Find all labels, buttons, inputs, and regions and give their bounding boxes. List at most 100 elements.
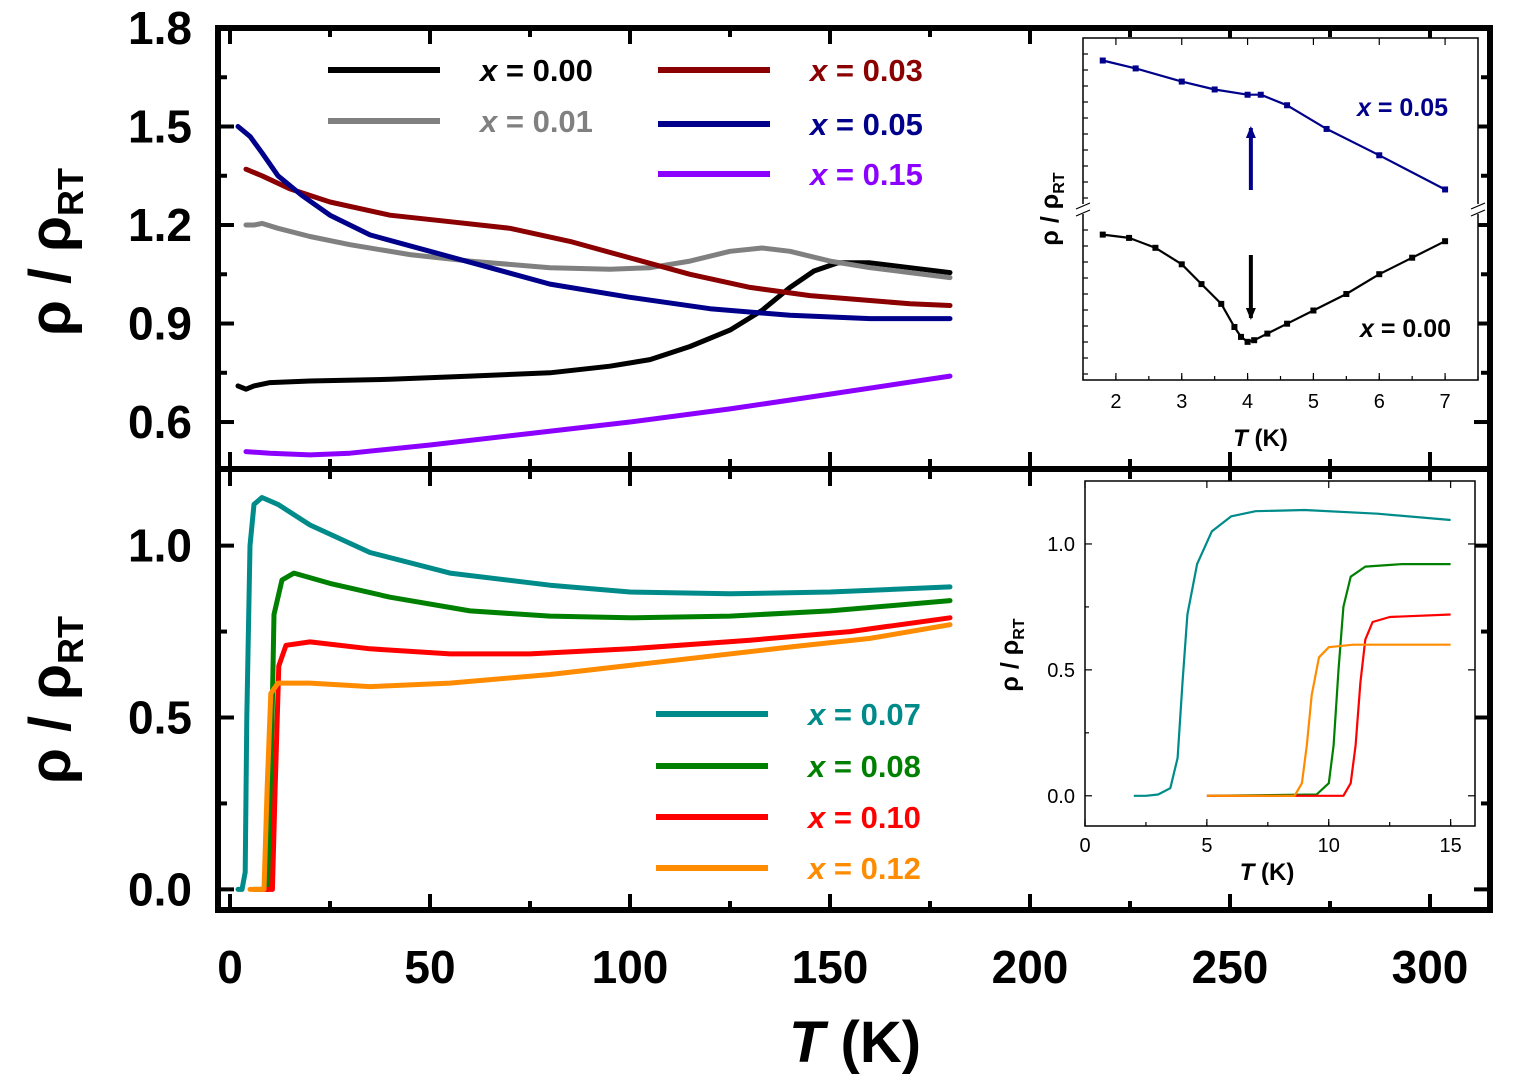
inset-x-tick-label: 7 [1440,391,1451,413]
inset-marker [1152,244,1159,251]
inset-x-tick-label: 5 [1201,835,1212,857]
x-tick-label: 0 [217,941,243,993]
xlabel-unit: (K) [1248,425,1288,452]
legend-value: = 0.01 [497,104,593,139]
x-tick-label: 250 [1192,941,1269,993]
inset-marker [1178,261,1185,268]
inset-x-tick-label: 2 [1110,391,1121,413]
inset-frame [1084,480,1476,827]
legend-value: = 0.05 [827,107,923,142]
inset-marker [1231,324,1238,330]
inset-marker [1132,65,1139,72]
transition-arrowhead [1245,308,1256,320]
inset-marker [1284,320,1291,327]
legend-variable: x [808,53,829,88]
inset-marker [1244,338,1251,345]
inset-y-axis-label: ρ / ρRT [996,618,1028,691]
transition-arrowhead [1245,126,1256,138]
inset-marker [1442,238,1449,245]
legend-label: x = 0.15 [808,157,923,192]
legend-variable: x [808,107,829,142]
inset-marker [1409,254,1416,261]
inset-y-tick-label: 0.5 [1047,660,1075,682]
inset-marker [1257,91,1264,98]
inset-marker [1264,330,1271,337]
inset-marker [1343,291,1350,297]
x-axis-label: T (K) [789,1010,921,1075]
legend-variable: x [806,851,827,886]
legend-value: = 0.10 [825,800,921,835]
inset-x-tick-label: 5 [1308,391,1319,413]
x-tick-label: 100 [592,941,669,993]
y-tick-label: 0.6 [128,396,192,448]
axis-break-gap-right [1473,204,1483,214]
y-tick-label: 1.2 [128,199,192,251]
series-line-015 [243,373,953,458]
xlabel-variable: T [1233,425,1250,452]
inset-marker [1310,307,1317,314]
inset-series-010 [1206,613,1451,797]
inset-x-tick-label: 15 [1440,835,1462,857]
series-line-012 [247,622,953,892]
inset-x-axis-label: T (K) [1240,859,1295,886]
axis-break-gap-left [1078,204,1088,214]
legend-variable: x [808,157,829,192]
x-tick-label: 150 [792,941,869,993]
y-tick-label: 1.0 [128,520,192,572]
inset-marker [1376,271,1383,278]
series-line-008 [251,570,953,892]
axis-break-mark [1075,209,1091,217]
inset-background [1085,481,1475,826]
inset-marker [1099,231,1106,238]
series-line-000 [235,260,953,392]
legend-value: = 0.03 [827,53,923,88]
legend-label: x = 0.10 [806,800,921,835]
legend-value: = 0.12 [825,851,921,886]
legend-variable: x [806,697,827,732]
inset-x-tick-label: 0 [1079,835,1090,857]
legend-variable: x [1355,94,1372,122]
inset-x-tick-label: 6 [1374,391,1385,413]
inset-marker [1284,102,1291,109]
y-tick-label: 1.5 [128,101,192,153]
inset-marker [1244,91,1251,98]
top-y-axis-label: ρ / ρRT [18,168,91,336]
ylabel-main: ρ / ρ [1036,194,1064,246]
xlabel-variable: T [1240,859,1257,886]
inset-series-005 [1102,59,1446,191]
inset-label: x = 0.05 [1355,94,1448,122]
series-line-005 [235,124,953,322]
x-tick-label: 200 [992,941,1069,993]
legend-label: x = 0.08 [806,749,921,784]
inset-x-tick-label: 10 [1318,835,1340,857]
axis-break-mark [1470,202,1486,210]
legend-variable: x [478,53,499,88]
ylabel-subscript: RT [1011,618,1028,640]
legend-variable: x [1358,315,1375,343]
inset-marker [1126,234,1133,241]
inset-marker [1178,78,1185,85]
inset-marker [1211,86,1218,93]
y-tick-label: 0.9 [128,298,192,350]
top-panel: 1.81.51.20.90.6x = 0.00x = 0.01x = 0.03x… [128,2,1490,468]
inset-marker [1198,281,1205,288]
legend-label: x = 0.12 [806,851,921,886]
y-tick-label: 0.0 [128,863,192,915]
ylabel-subscript: RT [1051,172,1068,194]
inset-series-012 [1206,643,1451,797]
inset-x-tick-label: 3 [1176,391,1187,413]
series-line-001 [243,220,953,281]
series-line-010 [259,615,953,892]
legend-variable: x [806,749,827,784]
legend-value: = 0.08 [825,749,921,784]
inset-y-tick-label: 0.0 [1047,786,1075,808]
inset-series-008 [1206,563,1451,797]
xlabel-variable: T [789,1010,829,1075]
legend-label: x = 0.03 [808,53,923,88]
legend-value: = 0.00 [497,53,593,88]
ylabel-main: ρ / ρ [996,640,1024,692]
legend-value: = 0.15 [827,157,923,192]
